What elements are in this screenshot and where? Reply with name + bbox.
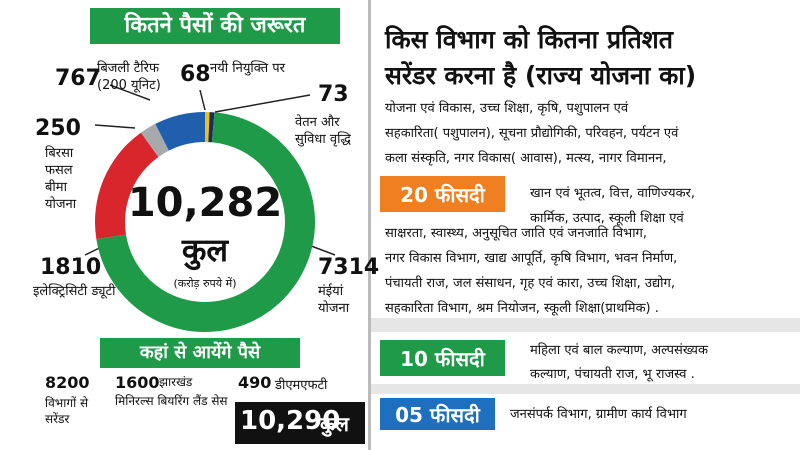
category-label: वेतन और सुविधा वृद्धि	[295, 115, 351, 147]
separator	[371, 384, 800, 394]
sources-title: कहां से आयेंगे पैसे	[100, 338, 300, 368]
source-label: विभागों से सरेंडर	[45, 396, 89, 426]
value-label: 250	[35, 116, 81, 141]
source-label: झारखंड मिनिरल्स बियरिंग लैंड सेस	[115, 375, 228, 408]
department-text: जनसंपर्क विभाग, ग्रामीण कार्य विभाग	[510, 407, 687, 422]
source-amount: 490	[238, 373, 272, 392]
value-label: 767	[55, 66, 101, 91]
donut-slice	[95, 132, 159, 240]
percent-badge: 20 फीसदी	[380, 176, 505, 212]
category-label: नयी नियुक्ति पर	[210, 61, 285, 76]
department-text: खान एवं भूतत्व, वित्त, वाणिज्यकर,	[530, 186, 695, 201]
category-label: इलेक्ट्रिसिटी ड्यूटी	[33, 284, 116, 299]
unit: (करोड़ रुपये में)	[173, 277, 237, 290]
allocation-title: किस विभाग को कितना प्रतिशत	[385, 25, 674, 54]
source-amount: 1600	[115, 373, 160, 392]
source-label: डीएमएफटी	[275, 378, 328, 393]
separator	[371, 318, 800, 332]
donut-slice	[205, 112, 210, 143]
value-label: 7314	[318, 255, 380, 280]
category-label: बिजली टैरिफ (200 यूनिट)	[97, 61, 161, 93]
donut-slice	[140, 123, 169, 157]
donut-slice	[155, 112, 205, 151]
chart-title: कितने पैसों की जरूरत	[90, 8, 340, 44]
source-amount: 8200	[45, 373, 90, 392]
department-text: सहकारिता( पशुपालन), सूचना प्रौद्योगिकी, …	[385, 126, 679, 141]
department-text: योजना एवं विकास, उच्च शिक्षा, कृषि, पशुप…	[385, 101, 629, 116]
donut-slice	[208, 112, 215, 143]
percent-badge: 05 फीसदी	[380, 398, 495, 430]
department-text: कला संस्कृति, नगर विकास( आवास), मत्स्य, …	[385, 151, 667, 166]
category-label: मंईयां योजना	[318, 284, 350, 316]
department-text: कल्याण, पंचायती राज, भू राजस्व .	[530, 367, 695, 382]
value-label: 73	[318, 82, 349, 107]
department-text: कार्मिक, उत्पाद, स्कूली शिक्षा एवं	[530, 211, 684, 226]
department-text: साक्षरता, स्वास्थ्य, अनुसूचित जाति एवं ज…	[385, 226, 648, 241]
department-text: नगर विकास विभाग, खाद्य आपूर्ति, कृषि विभ…	[385, 251, 678, 266]
value-label: 68	[180, 62, 211, 87]
department-text: सहकारिता विभाग, श्रम नियोजन, स्कूली शिक्…	[385, 301, 659, 316]
department-text: पंचायती राज, जल संसाधन, गृह एवं कारा, उच…	[385, 276, 675, 291]
category-label: बिरसा फसल बीमा योजना	[45, 146, 77, 212]
sources-total: 10,290	[240, 406, 341, 436]
allocation-title: सरेंडर करना है (राज्य योजना का)	[385, 61, 697, 90]
department-text: महिला एवं बाल कल्याण, अल्पसंख्यक	[530, 343, 708, 358]
value-label: 1810	[40, 255, 102, 280]
divider	[368, 0, 371, 450]
total-caption: कुल	[181, 231, 229, 269]
total: 10,282	[127, 180, 283, 226]
total-box	[235, 402, 365, 444]
sources-total-caption: कुल	[320, 412, 349, 436]
percent-badge: 10 फीसदी	[380, 340, 505, 376]
